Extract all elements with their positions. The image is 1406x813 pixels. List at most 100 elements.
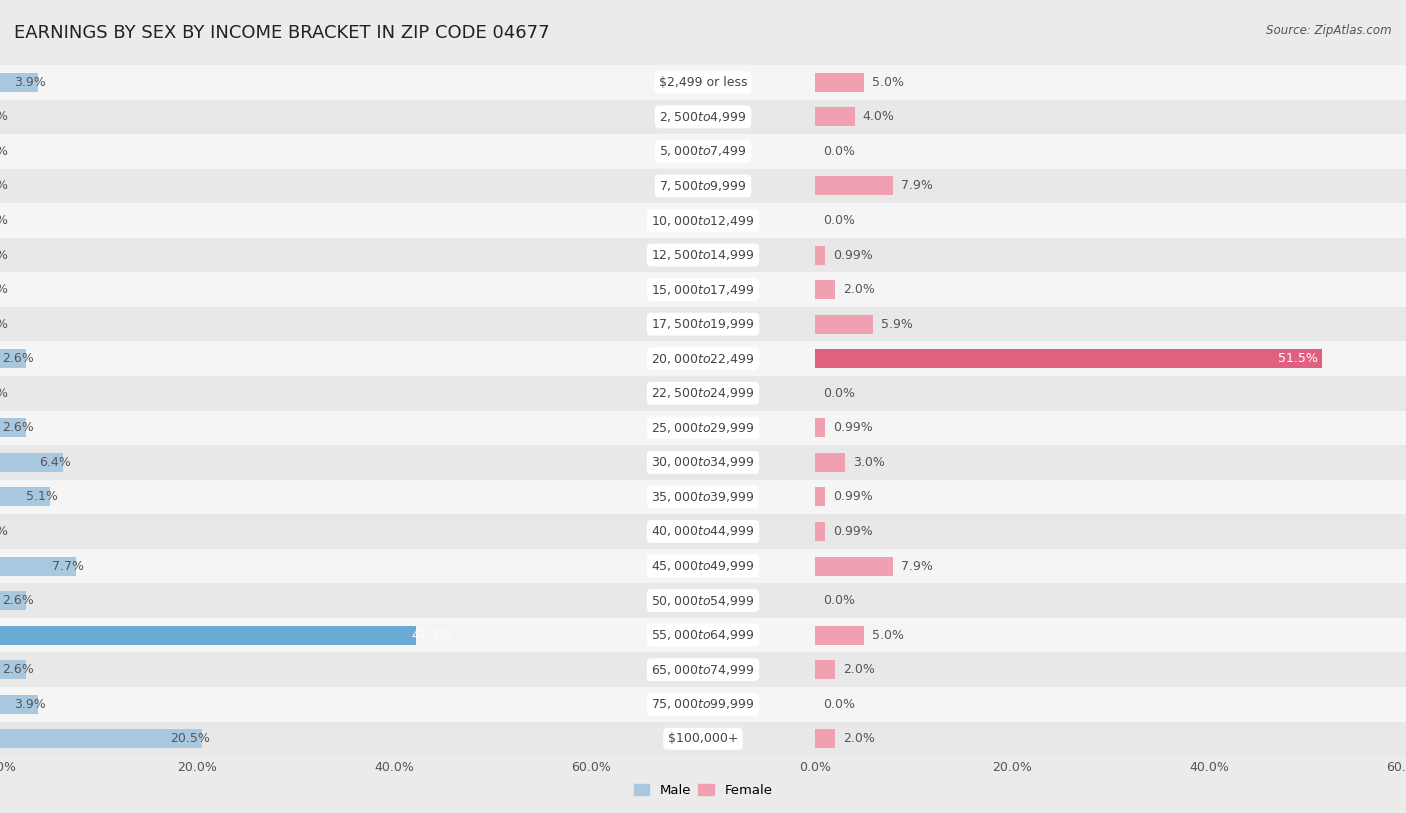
Text: $10,000 to $12,499: $10,000 to $12,499	[651, 214, 755, 228]
Bar	[0, 549, 591, 584]
Text: 5.9%: 5.9%	[882, 318, 912, 331]
Bar	[0, 584, 591, 618]
Bar	[591, 411, 815, 446]
Bar	[815, 515, 1406, 549]
Bar	[0, 591, 25, 610]
Bar	[0, 307, 591, 341]
Text: 0.99%: 0.99%	[832, 421, 873, 434]
Bar	[815, 315, 873, 333]
Text: 5.0%: 5.0%	[872, 76, 904, 89]
Text: 51.5%: 51.5%	[1278, 352, 1317, 365]
Text: 2.0%: 2.0%	[842, 733, 875, 746]
Text: 3.9%: 3.9%	[14, 698, 46, 711]
Text: 0.0%: 0.0%	[0, 145, 8, 158]
Text: 0.0%: 0.0%	[0, 387, 8, 400]
Text: 0.0%: 0.0%	[0, 249, 8, 262]
Text: 2.0%: 2.0%	[842, 283, 875, 296]
Text: 7.9%: 7.9%	[901, 180, 932, 193]
Text: $2,499 or less: $2,499 or less	[659, 76, 747, 89]
Text: $20,000 to $22,499: $20,000 to $22,499	[651, 352, 755, 366]
Text: 0.99%: 0.99%	[832, 249, 873, 262]
Bar	[0, 99, 591, 134]
Text: 7.9%: 7.9%	[901, 559, 932, 572]
Bar	[591, 618, 815, 652]
Text: 2.0%: 2.0%	[842, 663, 875, 676]
Text: 0.99%: 0.99%	[832, 525, 873, 538]
Bar	[815, 660, 835, 679]
Bar	[0, 618, 591, 652]
Text: 0.0%: 0.0%	[823, 387, 855, 400]
Bar	[815, 480, 1406, 515]
Text: 4.0%: 4.0%	[862, 111, 894, 124]
Bar	[815, 307, 1406, 341]
Bar	[815, 134, 1406, 169]
Bar	[0, 488, 51, 506]
Bar	[815, 203, 1406, 237]
Bar	[815, 557, 893, 576]
Text: 2.6%: 2.6%	[1, 421, 34, 434]
Bar	[815, 522, 825, 541]
Bar	[0, 652, 591, 687]
Bar	[0, 419, 25, 437]
Bar	[591, 376, 815, 411]
Bar	[591, 169, 815, 203]
Bar	[815, 65, 1406, 99]
Text: 6.4%: 6.4%	[39, 456, 70, 469]
Bar	[815, 584, 1406, 618]
Bar	[591, 480, 815, 515]
Text: $75,000 to $99,999: $75,000 to $99,999	[651, 698, 755, 711]
Bar	[0, 411, 591, 446]
Text: 0.0%: 0.0%	[0, 214, 8, 227]
Bar	[815, 453, 845, 472]
Text: 5.0%: 5.0%	[872, 628, 904, 641]
Text: $100,000+: $100,000+	[668, 733, 738, 746]
Text: 0.0%: 0.0%	[823, 145, 855, 158]
Bar	[591, 722, 815, 756]
Bar	[815, 411, 1406, 446]
Text: 0.0%: 0.0%	[823, 698, 855, 711]
Bar	[815, 376, 1406, 411]
Text: $45,000 to $49,999: $45,000 to $49,999	[651, 559, 755, 573]
Bar	[815, 350, 1322, 368]
Text: Source: ZipAtlas.com: Source: ZipAtlas.com	[1267, 24, 1392, 37]
Bar	[591, 272, 815, 307]
Bar	[0, 515, 591, 549]
Bar	[0, 65, 591, 99]
Text: 0.0%: 0.0%	[0, 525, 8, 538]
Bar	[815, 107, 855, 126]
Bar	[815, 246, 825, 264]
Text: $30,000 to $34,999: $30,000 to $34,999	[651, 455, 755, 469]
Bar	[591, 652, 815, 687]
Text: 20.5%: 20.5%	[170, 733, 209, 746]
Bar	[0, 350, 25, 368]
Text: $65,000 to $74,999: $65,000 to $74,999	[651, 663, 755, 676]
Bar	[0, 480, 591, 515]
Bar	[815, 549, 1406, 584]
Text: 0.0%: 0.0%	[0, 180, 8, 193]
Bar	[815, 687, 1406, 722]
Bar	[0, 237, 591, 272]
Bar	[815, 626, 865, 645]
Bar	[591, 65, 815, 99]
Text: $5,000 to $7,499: $5,000 to $7,499	[659, 145, 747, 159]
Text: $17,500 to $19,999: $17,500 to $19,999	[651, 317, 755, 331]
Bar	[591, 134, 815, 169]
Text: 5.1%: 5.1%	[27, 490, 58, 503]
Bar	[815, 618, 1406, 652]
Text: $7,500 to $9,999: $7,500 to $9,999	[659, 179, 747, 193]
Bar	[0, 695, 38, 714]
Text: $22,500 to $24,999: $22,500 to $24,999	[651, 386, 755, 400]
Bar	[815, 722, 1406, 756]
Bar	[815, 169, 1406, 203]
Text: $15,000 to $17,499: $15,000 to $17,499	[651, 283, 755, 297]
Bar	[591, 99, 815, 134]
Bar	[815, 73, 865, 92]
Bar	[0, 446, 591, 480]
Bar	[815, 237, 1406, 272]
Bar	[0, 169, 591, 203]
Text: EARNINGS BY SEX BY INCOME BRACKET IN ZIP CODE 04677: EARNINGS BY SEX BY INCOME BRACKET IN ZIP…	[14, 24, 550, 42]
Bar	[591, 584, 815, 618]
Bar	[591, 446, 815, 480]
Bar	[815, 652, 1406, 687]
Bar	[0, 626, 416, 645]
